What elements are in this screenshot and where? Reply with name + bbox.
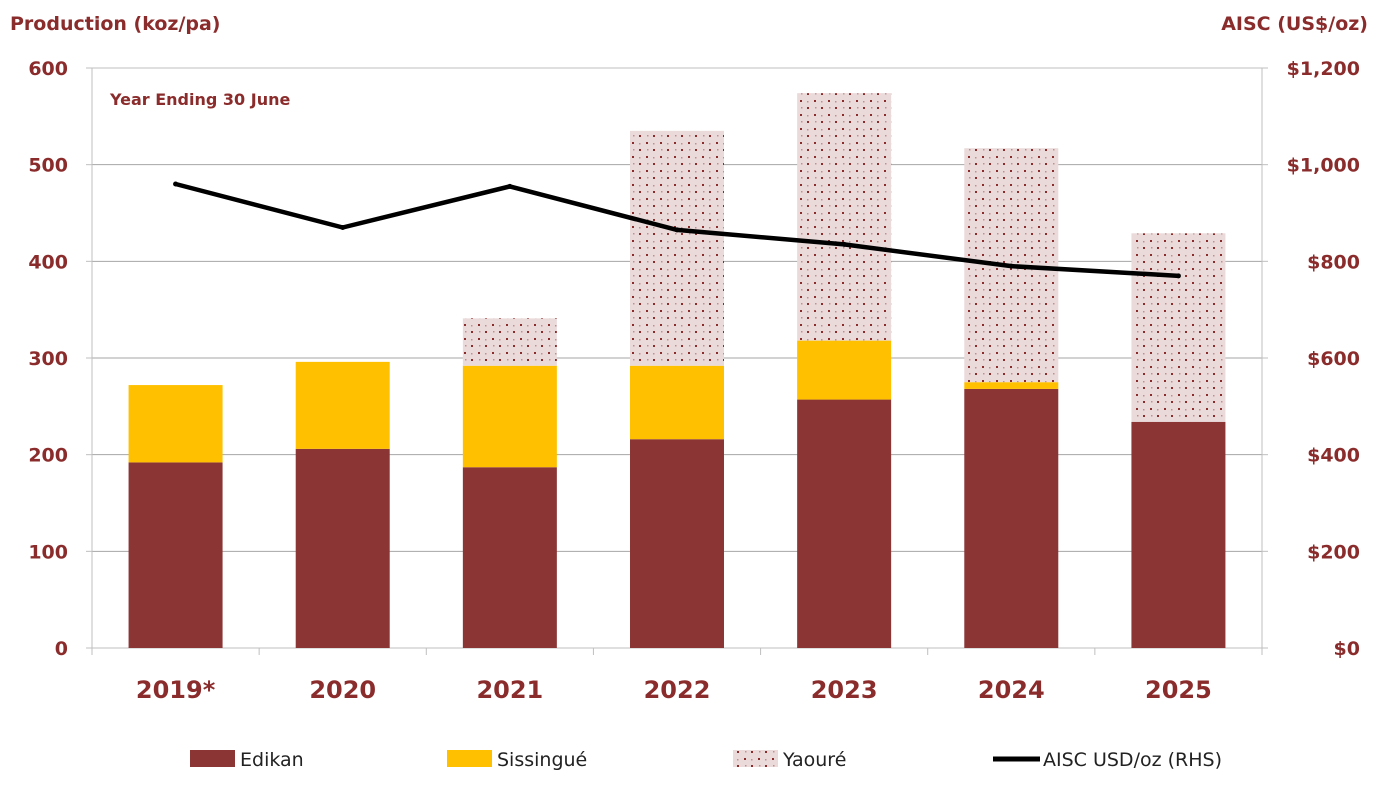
bar-series (128, 93, 1226, 648)
bar-edikan-2020 (295, 448, 390, 648)
aisc-point (841, 241, 847, 247)
bar-edikan-2024 (964, 388, 1059, 648)
right-axis-title: AISC (US$/oz) (1221, 13, 1368, 35)
left-tick-label: 600 (28, 58, 68, 80)
bar-sissingue-2022 (630, 365, 724, 440)
year-ending-annotation: Year Ending 30 June (109, 90, 290, 109)
right-tick-label: $1,000 (1287, 155, 1360, 177)
legend: Edikan Sissingué Yaouré AISC USD/oz (RHS… (190, 749, 1222, 771)
category-label: 2022 (644, 676, 711, 704)
right-tick-label: $800 (1307, 251, 1360, 273)
left-tick-label: 0 (55, 638, 68, 660)
left-tick-label: 100 (28, 541, 68, 563)
bar-yaoure-2022 (630, 130, 724, 366)
bar-edikan-2023 (797, 399, 892, 648)
bar-edikan-2025 (1131, 421, 1226, 648)
bar-sissingue-2024 (964, 382, 1059, 389)
category-label: 2021 (476, 676, 543, 704)
category-label: 2024 (978, 676, 1045, 704)
bar-yaoure-2025 (1131, 233, 1226, 422)
bar-sissingue-2021 (462, 365, 557, 468)
bar-sissingue-2019 (128, 385, 223, 463)
right-tick-label: $600 (1307, 348, 1360, 370)
x-axis-ticks (91, 648, 1263, 655)
right-tick-label: $1,200 (1287, 58, 1360, 80)
right-axis-ticks: $0 $200 $400 $600 $800 $1,000 $1,200 (1262, 58, 1360, 660)
aisc-point (173, 181, 179, 187)
bar-yaoure-2023 (797, 93, 892, 341)
aisc-point (1008, 263, 1014, 269)
left-axis-ticks: 0 100 200 300 400 500 600 (28, 58, 92, 660)
aisc-point (340, 225, 346, 230)
right-tick-label: $400 (1307, 445, 1360, 467)
legend-swatch-sissingue (447, 750, 492, 767)
aisc-point (674, 227, 680, 233)
legend-swatch-edikan (190, 750, 235, 767)
bar-yaoure-2021 (462, 318, 557, 366)
bar-sissingue-2020 (295, 361, 390, 449)
category-labels: 2019* 2020 2021 2022 2023 2024 2025 (136, 676, 1212, 704)
legend-label-edikan: Edikan (240, 749, 304, 771)
aisc-point (507, 183, 513, 189)
category-label: 2023 (811, 676, 878, 704)
left-tick-label: 200 (28, 445, 68, 467)
right-tick-label: $0 (1334, 638, 1360, 660)
category-label: 2025 (1145, 676, 1212, 704)
category-label: 2019* (136, 676, 216, 704)
left-tick-label: 300 (28, 348, 68, 370)
bar-sissingue-2023 (797, 340, 892, 400)
left-tick-label: 500 (28, 155, 68, 177)
legend-label-yaoure: Yaouré (782, 749, 846, 771)
left-tick-label: 400 (28, 251, 68, 273)
aisc-point (1175, 273, 1181, 279)
category-label: 2020 (309, 676, 376, 704)
bar-edikan-2022 (630, 439, 724, 648)
left-axis-title: Production (koz/pa) (10, 13, 221, 35)
legend-swatch-yaoure (733, 750, 778, 767)
aisc-line-series (173, 181, 1181, 279)
legend-label-aisc: AISC USD/oz (RHS) (1043, 749, 1222, 771)
right-tick-label: $200 (1307, 541, 1360, 563)
bar-edikan-2019 (128, 462, 223, 648)
bar-edikan-2021 (462, 467, 557, 648)
legend-label-sissingue: Sissingué (497, 749, 587, 771)
